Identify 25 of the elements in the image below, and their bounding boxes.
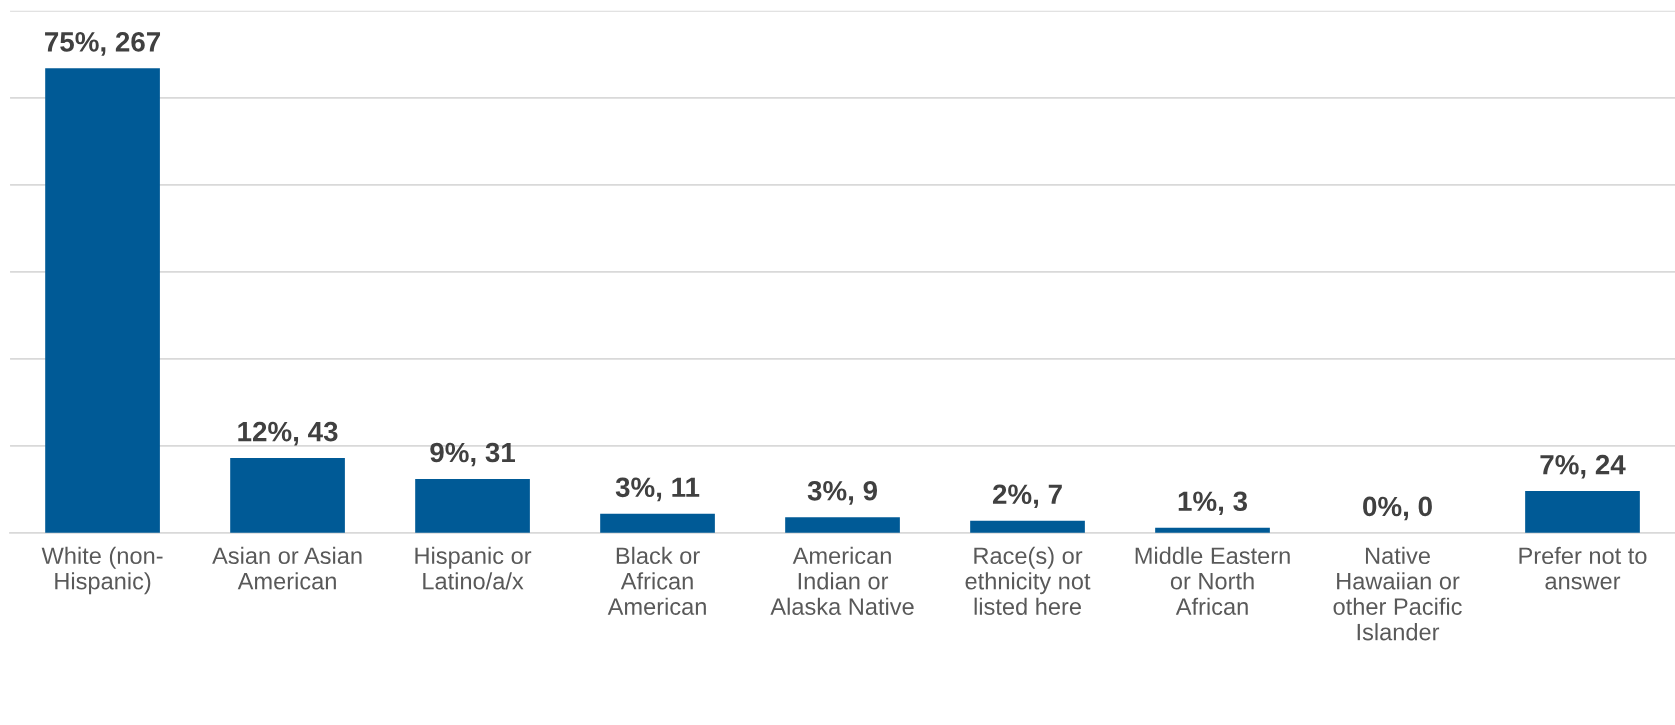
x-tick-label: Hispanic or Latino/a/x xyxy=(415,546,532,590)
data-label: 3%, 9 xyxy=(807,480,878,505)
bar xyxy=(785,517,900,533)
bar xyxy=(970,520,1085,533)
data-label: 12%, 43 xyxy=(238,421,338,446)
x-tick-label: Native Hawaiian or other Pacific Islander xyxy=(1333,546,1462,641)
data-label: 3%, 11 xyxy=(615,477,700,502)
x-tick-label: Middle Eastern or North African xyxy=(1135,546,1290,615)
x-tick-label: Black or African American xyxy=(607,546,706,615)
data-label: 7%, 24 xyxy=(1540,454,1626,479)
data-label: 0%, 0 xyxy=(1363,496,1432,521)
x-tick-label: Asian or Asian American xyxy=(212,546,362,590)
data-label: 9%, 31 xyxy=(430,442,515,467)
bar xyxy=(600,513,715,533)
x-tick-label: Race(s) or ethnicity not listed here xyxy=(965,546,1091,615)
bar xyxy=(415,478,530,533)
x-tick-label: White (non- Hispanic) xyxy=(41,546,163,595)
bar xyxy=(230,458,345,533)
data-label: 75%, 267 xyxy=(45,32,161,56)
x-tick-label: Prefer not to answer xyxy=(1519,546,1647,590)
data-label: 1%, 3 xyxy=(1178,491,1248,516)
x-tick-label: American Indian or Alaska Native xyxy=(770,546,914,615)
data-label: 2%, 7 xyxy=(992,484,1062,509)
bar xyxy=(45,68,160,533)
bar xyxy=(1525,491,1640,533)
